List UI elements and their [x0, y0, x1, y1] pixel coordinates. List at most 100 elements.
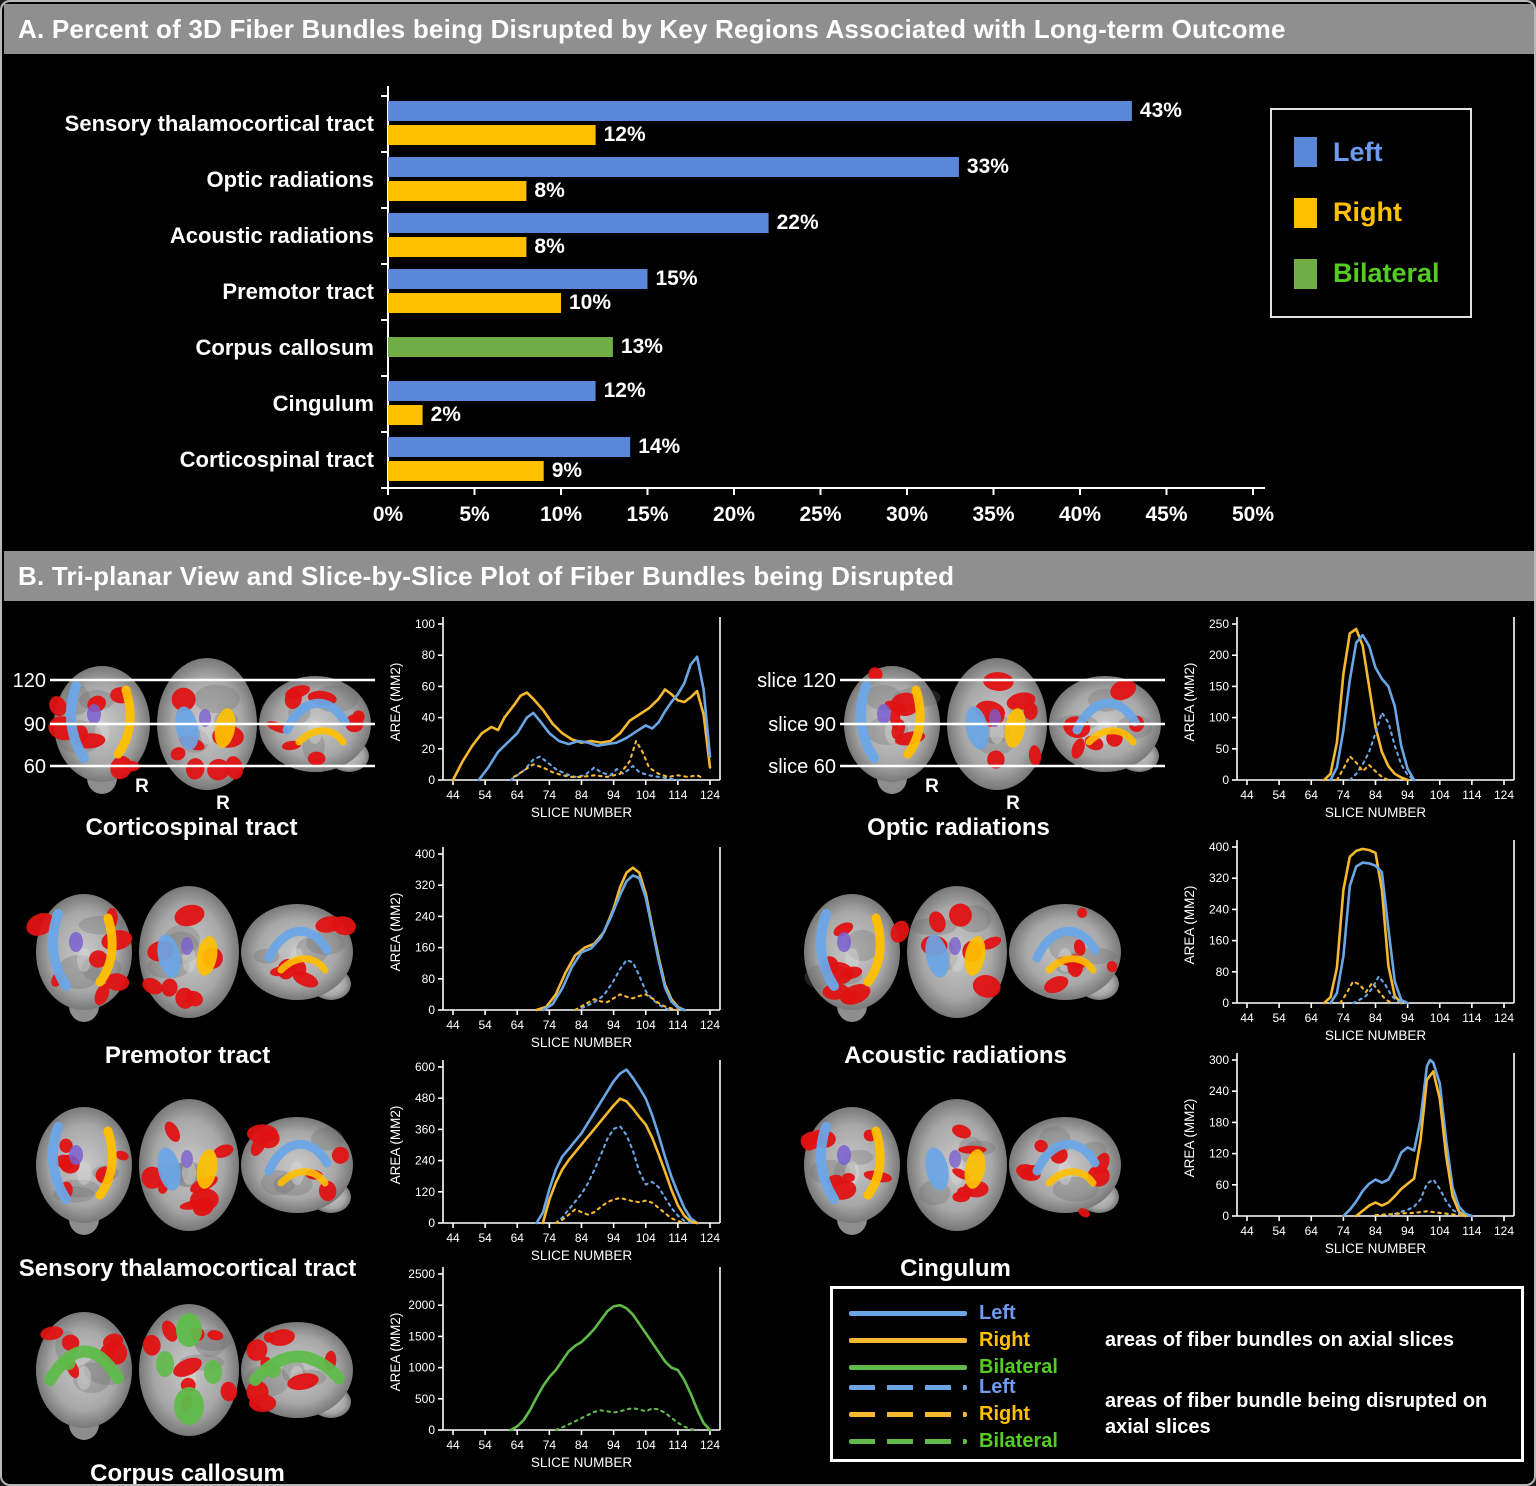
legend-item-right: Right [1294, 197, 1470, 228]
svg-text:160: 160 [415, 941, 435, 955]
svg-text:R: R [925, 776, 939, 797]
svg-text:94: 94 [1401, 788, 1415, 802]
svg-text:124: 124 [700, 1231, 720, 1245]
svg-text:320: 320 [415, 878, 435, 892]
plot-line-corticospinal-left-dashed [509, 755, 679, 782]
bar-left-3 [388, 269, 648, 289]
plot-line-sensory-right-solid [541, 1097, 699, 1225]
bar-right-2 [388, 237, 527, 257]
svg-text:AREA (MM2): AREA (MM2) [388, 1106, 403, 1185]
plot-line-sensory-right-dashed [554, 1196, 686, 1225]
brain-images-optic: slice 120 slice 90 slice 60 R R [757, 658, 1165, 814]
svg-text:SLICE NUMBER: SLICE NUMBER [531, 1248, 633, 1263]
svg-text:84: 84 [1369, 1224, 1383, 1238]
brain-images-cingulum [800, 1099, 1121, 1235]
plot-sensory: 0 120 240 360 480 600 44 54 64 74 84 94 104 114 124 SLI… [388, 1055, 728, 1273]
svg-text:94: 94 [1401, 1011, 1415, 1025]
svg-text:Corticospinal tract: Corticospinal tract [180, 447, 375, 472]
plot-line-acoustic-right-dashed [1339, 980, 1393, 1005]
svg-text:Corpus callosum: Corpus callosum [196, 335, 374, 360]
svg-text:54: 54 [1272, 1011, 1286, 1025]
tract-label-optic: Optic radiations [867, 814, 1050, 841]
svg-text:160: 160 [1209, 934, 1229, 948]
plot-line-cingulum-left-dashed [1387, 1178, 1467, 1218]
svg-text:94: 94 [607, 1231, 621, 1245]
svg-text:8%: 8% [534, 179, 565, 202]
brain-images-sensory [36, 1099, 353, 1235]
svg-text:5%: 5% [459, 503, 490, 526]
svg-text:44: 44 [446, 788, 460, 802]
svg-text:0: 0 [428, 1423, 435, 1437]
legend-name-bilateral-dashed: Bilateral [979, 1430, 1058, 1452]
legend-caption-solid: areas of fiber bundles on axial slices [1105, 1329, 1455, 1351]
svg-text:0: 0 [428, 1216, 435, 1230]
svg-text:20: 20 [422, 742, 436, 756]
panel-a-bar-chart: 0% 5% 10% 15% 20% 25% 30% 35% 40% 45% 50% Sensory t… [65, 86, 1274, 526]
svg-text:124: 124 [700, 788, 720, 802]
legend-item-left: Left [1294, 137, 1470, 168]
svg-text:114: 114 [668, 1438, 687, 1452]
svg-text:114: 114 [668, 788, 687, 802]
svg-text:R: R [216, 793, 230, 812]
svg-text:54: 54 [478, 1231, 492, 1245]
plot-premotor: 0 80 160 240 320 400 44 54 64 74 84 94 104 114 124 SLIC… [388, 842, 728, 1060]
legend-group-dashed: Left Right Bilateral areas of fiber bund… [849, 1377, 1505, 1451]
svg-text:AREA (MM2): AREA (MM2) [1182, 886, 1197, 965]
plot-svg-sensory: 0 120 240 360 480 600 44 54 64 74 84 94 104 114 124 SLI… [388, 1060, 721, 1263]
bar-left-0 [388, 101, 1132, 121]
triplanar-corticospinal: 120 90 60 R R Corticospinal tract [6, 636, 377, 848]
panel-b-legend: Left Right Bilateral areas of fiber bund… [830, 1286, 1524, 1462]
svg-text:104: 104 [636, 1231, 656, 1245]
svg-text:54: 54 [478, 1438, 492, 1452]
svg-text:94: 94 [607, 1018, 621, 1032]
plot-cingulum: 0 60 120 180 240 300 44 54 64 74 84 94 104 114 124 SLIC… [1182, 1048, 1522, 1266]
plot-optic: 0 50 100 150 200 250 44 54 64 74 84 94 104 114 124 SLIC… [1182, 612, 1522, 830]
svg-text:14%: 14% [638, 435, 680, 458]
svg-text:AREA (MM2): AREA (MM2) [388, 663, 403, 742]
svg-text:8%: 8% [534, 235, 565, 258]
legend-name-left-solid: Left [979, 1302, 1016, 1324]
plot-svg-premotor: 0 80 160 240 320 400 44 54 64 74 84 94 104 114 124 SLIC… [388, 847, 721, 1050]
svg-text:10%: 10% [540, 503, 582, 526]
svg-text:84: 84 [575, 1438, 589, 1452]
svg-text:400: 400 [415, 847, 435, 861]
svg-text:104: 104 [636, 1018, 656, 1032]
brain-images-corticospinal: 120 90 60 R R [13, 658, 375, 814]
plot-line-acoustic-right-solid [1322, 847, 1403, 1005]
svg-text:SLICE NUMBER: SLICE NUMBER [531, 805, 633, 820]
svg-text:80: 80 [422, 648, 436, 662]
svg-text:104: 104 [636, 1438, 656, 1452]
legend-line-bilateral-solid [849, 1364, 967, 1370]
bar-left-2 [388, 213, 769, 233]
panel-b-header: B. Tri-planar View and Slice-by-Slice Pl… [4, 551, 1534, 601]
svg-text:74: 74 [1337, 1224, 1351, 1238]
legend-line-bilateral-dashed [849, 1438, 967, 1444]
svg-text:240: 240 [1209, 1084, 1229, 1098]
svg-text:114: 114 [1462, 1224, 1481, 1238]
legend-swatch-left [1294, 137, 1317, 168]
plot-svg-optic: 0 50 100 150 200 250 44 54 64 74 84 94 104 114 124 SLIC… [1182, 617, 1515, 820]
svg-text:104: 104 [1430, 1011, 1450, 1025]
svg-text:54: 54 [1272, 788, 1286, 802]
svg-text:54: 54 [1272, 1224, 1286, 1238]
svg-text:AREA (MM2): AREA (MM2) [1182, 663, 1197, 742]
svg-text:74: 74 [543, 788, 557, 802]
panel-a-header: A. Percent of 3D Fiber Bundles being Dis… [4, 4, 1534, 54]
svg-text:180: 180 [1209, 1115, 1229, 1129]
svg-text:15%: 15% [626, 503, 668, 526]
svg-text:40%: 40% [1059, 503, 1101, 526]
svg-text:50%: 50% [1232, 503, 1274, 526]
tract-label-premotor: Premotor tract [104, 1042, 271, 1069]
svg-text:84: 84 [575, 788, 589, 802]
plot-line-optic-right-solid [1322, 627, 1409, 782]
plot-svg-corticospinal: 0 20 40 60 80 100 44 54 64 74 84 94 104 114 124 SLICE N… [388, 617, 721, 820]
svg-text:SLICE NUMBER: SLICE NUMBER [1325, 1241, 1427, 1256]
svg-text:80: 80 [1216, 965, 1230, 979]
svg-text:74: 74 [1337, 1011, 1351, 1025]
svg-text:150: 150 [1209, 679, 1229, 693]
svg-text:50: 50 [1216, 742, 1230, 756]
legend-label-right: Right [1333, 197, 1402, 228]
svg-text:124: 124 [700, 1018, 720, 1032]
svg-text:64: 64 [511, 1231, 525, 1245]
svg-text:60: 60 [422, 679, 436, 693]
